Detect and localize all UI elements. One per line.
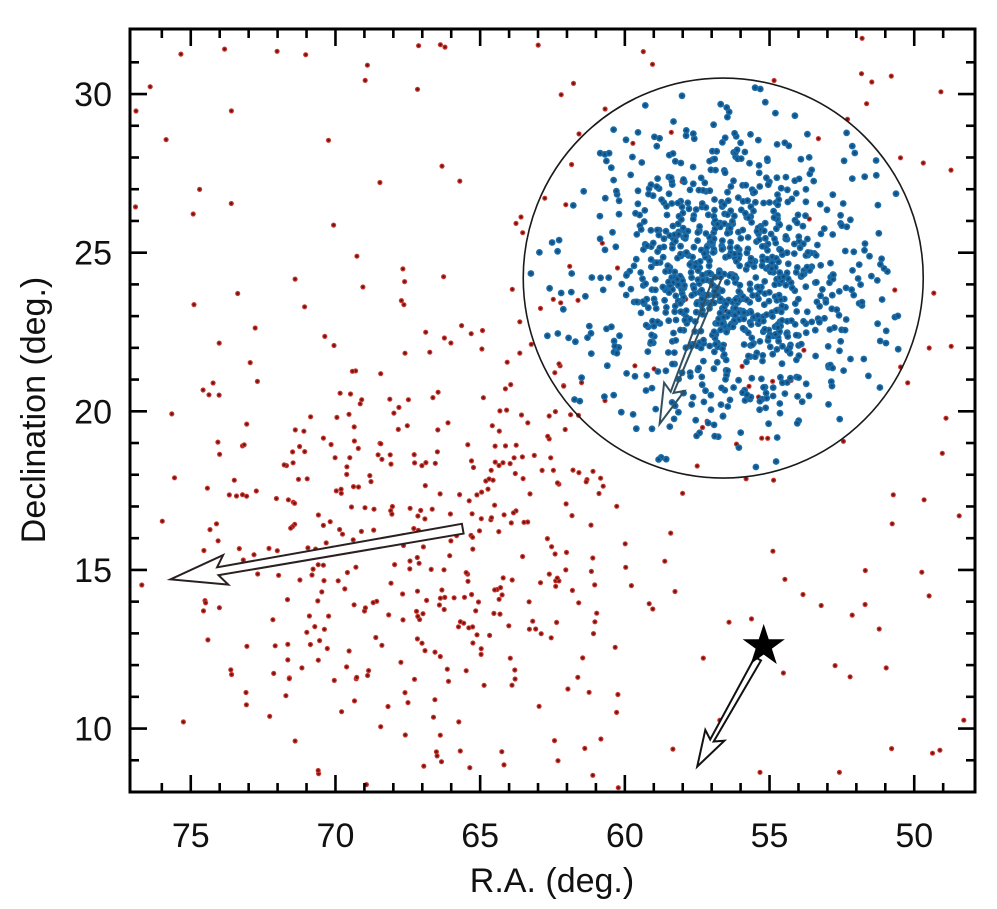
svg-text:50: 50 (895, 817, 933, 855)
y-axis-label: Declination (deg.) (15, 277, 53, 543)
cluster-arrow (658, 275, 723, 428)
axis-ticks (130, 29, 975, 792)
red-scatter-points (132, 35, 967, 791)
star-arrow (695, 655, 763, 770)
svg-text:65: 65 (461, 817, 499, 855)
star-symbol (742, 623, 785, 665)
selection-circle (522, 77, 925, 479)
svg-text:60: 60 (606, 817, 644, 855)
svg-text:20: 20 (74, 393, 112, 431)
svg-text:15: 15 (74, 552, 112, 590)
svg-text:25: 25 (74, 235, 112, 273)
svg-text:70: 70 (317, 817, 355, 855)
svg-text:55: 55 (751, 817, 789, 855)
svg-text:10: 10 (74, 711, 112, 749)
moving-group-arrow (166, 522, 465, 586)
tick-labels: 75 70 65 60 55 50 10 15 20 25 30 (74, 76, 933, 855)
svg-text:75: 75 (172, 817, 210, 855)
svg-text:30: 30 (74, 76, 112, 114)
blue-scatter-points (527, 84, 902, 471)
x-axis-label: R.A. (deg.) (470, 862, 634, 900)
